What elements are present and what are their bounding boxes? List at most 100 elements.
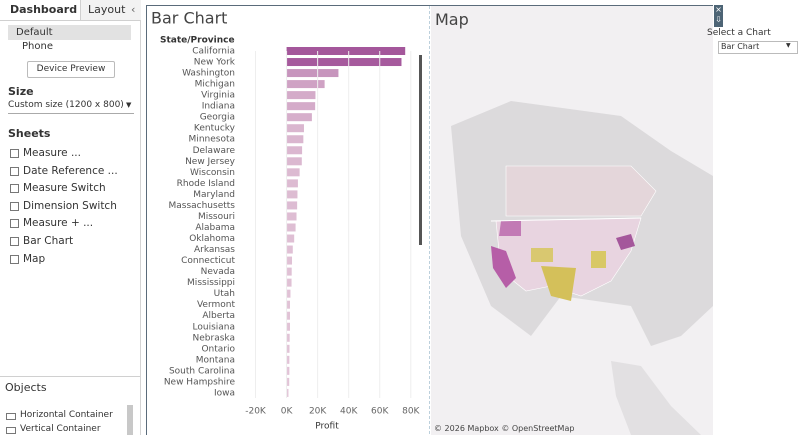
axis-title: Profit — [315, 422, 339, 432]
bar — [286, 377, 290, 386]
category-label: Oklahoma — [189, 234, 235, 244]
state-highlight — [531, 248, 553, 262]
heading: Size — [8, 85, 34, 98]
chart-title: Bar Chart — [151, 9, 227, 28]
category-label: Maryland — [193, 190, 235, 200]
bar — [286, 267, 292, 276]
bar — [286, 135, 304, 144]
sheet-item[interactable]: Map — [23, 252, 46, 265]
category-label: Rhode Island — [177, 179, 235, 189]
border-line — [490, 217, 642, 222]
scrollbar[interactable] — [419, 55, 422, 245]
category-label: Ontario — [201, 344, 235, 354]
scrollbar[interactable] — [127, 405, 133, 435]
bar — [286, 355, 290, 364]
dropdown-arrow[interactable]: ▼ — [786, 42, 791, 49]
x-tick-label: 0K — [281, 407, 294, 417]
category-label: Nevada — [201, 267, 235, 277]
object-item[interactable]: Horizontal Container — [20, 410, 113, 420]
bar — [286, 289, 291, 298]
device-option[interactable]: Phone — [22, 41, 53, 52]
object-item[interactable]: Vertical Container — [20, 424, 101, 434]
sheet-item[interactable]: Measure + ... — [23, 217, 94, 230]
state-highlight — [541, 266, 576, 301]
sheet-item[interactable]: Dimension Switch — [23, 199, 117, 212]
bar — [286, 124, 304, 133]
sheet-icon — [10, 149, 19, 158]
bar — [286, 311, 290, 320]
bar — [286, 366, 290, 375]
bar — [286, 168, 300, 177]
bar — [286, 179, 298, 188]
bar — [286, 300, 290, 309]
button-frame[interactable] — [27, 61, 115, 78]
bar — [286, 333, 290, 342]
selected-row — [8, 25, 131, 40]
bar — [286, 91, 316, 100]
category-label: New Hampshire — [164, 377, 236, 387]
sheet-item[interactable]: Measure ... — [23, 147, 81, 159]
category-label: Delaware — [193, 146, 236, 156]
bar — [286, 212, 297, 221]
tab[interactable]: Dashboard — [10, 3, 78, 16]
map-title: Map — [435, 10, 469, 29]
category-label: Michigan — [195, 80, 235, 90]
category-label: Vermont — [197, 300, 236, 310]
dropdown-rule — [8, 113, 134, 114]
tab-bg — [80, 0, 141, 20]
device-option[interactable]: Default — [16, 27, 53, 38]
sheet-icon — [10, 184, 19, 194]
dropdown-frame[interactable] — [718, 41, 798, 54]
parameter-value[interactable]: Bar Chart — [721, 42, 760, 51]
state-highlight — [616, 234, 635, 250]
category-label: Wisconsin — [190, 168, 235, 178]
category-label: Georgia — [200, 113, 235, 123]
attribution: © 2026 Mapbox © OpenStreetMap — [434, 424, 575, 433]
bar — [286, 80, 325, 89]
canada-region — [505, 165, 657, 217]
sheet-icon — [10, 254, 19, 264]
category-label: Louisiana — [193, 322, 236, 332]
x-tick-label: 60K — [371, 407, 389, 417]
bar — [286, 157, 302, 166]
sidebar: ‹ ▼ Dashboard Layout Default Phone Device Pr… — [0, 0, 141, 435]
sheet-item[interactable]: Bar Chart — [23, 235, 74, 247]
sheet-icon — [10, 219, 19, 229]
button[interactable]: Device Preview — [36, 64, 106, 74]
sheet-item[interactable]: Measure Switch — [23, 182, 106, 195]
parameter-label: Select a Chart — [707, 28, 771, 38]
x-tick-label: 80K — [402, 407, 420, 417]
dropdown-value[interactable]: Custom size (1200 x 800) — [8, 100, 124, 110]
heading: Sheets — [8, 127, 51, 140]
land — [611, 361, 701, 435]
right-panel: ▼ Select a Chart Bar Chart — [707, 0, 800, 435]
state-highlight — [499, 221, 521, 236]
bar — [286, 190, 298, 199]
category-label: South Carolina — [169, 366, 235, 376]
column-header: State/Province — [160, 36, 235, 46]
category-label: New York — [194, 58, 236, 68]
bar — [286, 245, 293, 254]
sheet-item[interactable]: Date Reference ... — [23, 164, 118, 177]
bar — [286, 47, 406, 55]
bar — [286, 69, 339, 78]
category-label: Kentucky — [194, 124, 236, 134]
dropdown-arrow[interactable]: ▼ — [126, 101, 132, 109]
object-icon — [6, 427, 16, 434]
category-label: California — [192, 47, 235, 57]
toolbar[interactable]: × ⇩ — [714, 5, 723, 27]
category-label: Massachusetts — [168, 201, 235, 211]
category-label: Virginia — [201, 91, 235, 101]
state-highlight — [491, 246, 516, 288]
bar — [286, 113, 312, 122]
tab-rule — [0, 20, 140, 21]
category-label: Mississippi — [187, 278, 235, 288]
category-label: Arkansas — [194, 245, 235, 255]
x-tick-label: 20K — [309, 407, 327, 417]
category-label: Utah — [214, 289, 235, 299]
bar — [286, 223, 296, 232]
bar — [286, 322, 290, 331]
tab[interactable]: Layout — [88, 3, 126, 16]
category-label: Montana — [196, 355, 235, 365]
collapse-icon[interactable]: ‹ — [131, 3, 136, 16]
